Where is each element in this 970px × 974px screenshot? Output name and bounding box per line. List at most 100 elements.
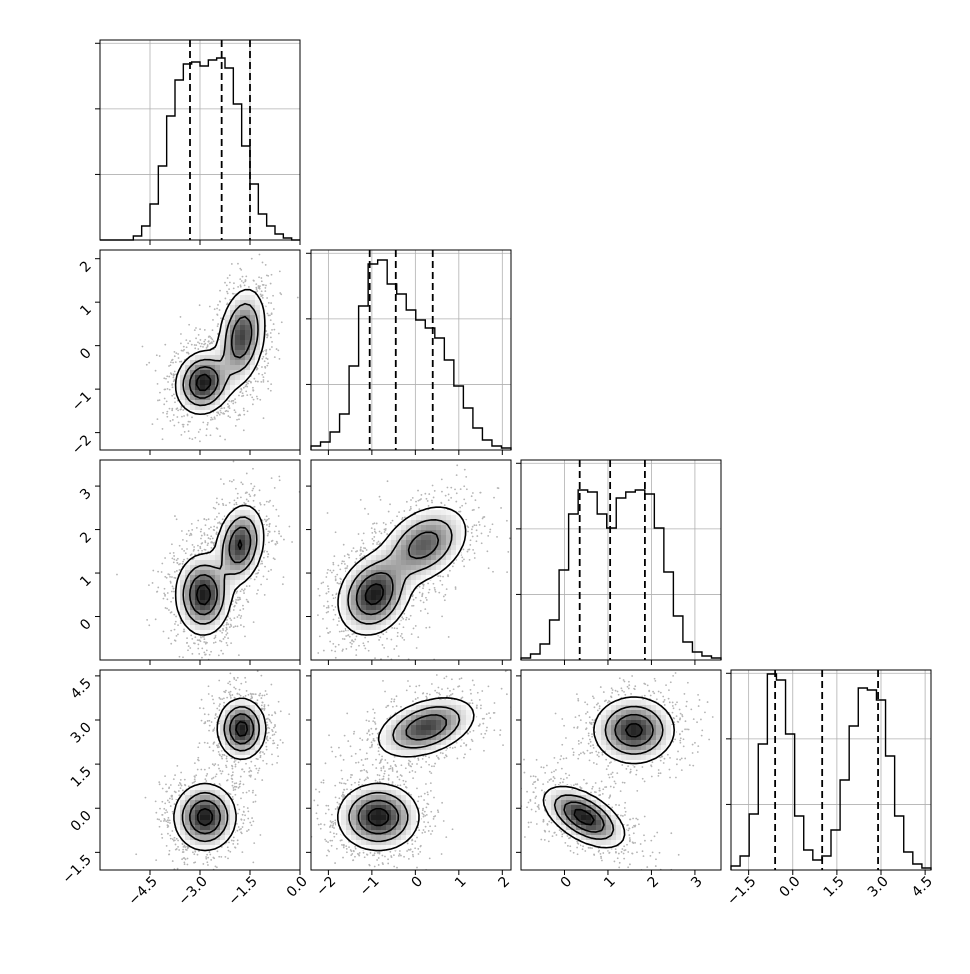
scatter-point <box>203 636 205 638</box>
scatter-point <box>253 842 255 844</box>
scatter-point <box>264 367 266 369</box>
scatter-point <box>175 361 177 363</box>
scatter-point <box>207 422 209 424</box>
scatter-point <box>169 822 171 824</box>
scatter-point <box>168 376 170 378</box>
density-cell <box>245 330 250 335</box>
scatter-point <box>240 497 242 499</box>
scatter-point <box>201 550 203 552</box>
scatter-point <box>194 851 196 853</box>
scatter-point <box>269 500 271 502</box>
scatter-point <box>209 306 211 308</box>
density-cell <box>195 605 200 610</box>
scatter-point <box>228 288 230 290</box>
scatter-point <box>242 822 244 824</box>
scatter-point <box>260 277 262 279</box>
density-cell <box>205 605 210 610</box>
scatter-point <box>278 333 280 335</box>
scatter-point <box>271 540 273 542</box>
scatter-point <box>204 540 206 542</box>
scatter-point <box>257 398 259 400</box>
scatter-point <box>173 591 175 593</box>
scatter-point <box>212 538 214 540</box>
scatter-point <box>170 643 172 645</box>
scatter-point <box>233 499 235 501</box>
scatter-point <box>183 415 185 417</box>
scatter-point <box>183 550 185 552</box>
density-cell <box>235 365 240 370</box>
scatter-point <box>197 854 199 856</box>
scatter-point <box>174 571 176 573</box>
scatter-point <box>166 375 168 377</box>
scatter-point <box>213 777 215 779</box>
scatter-point <box>212 329 214 331</box>
scatter-point <box>270 283 272 285</box>
scatter-point <box>229 681 231 683</box>
scatter-point <box>175 640 177 642</box>
scatter-point <box>212 418 214 420</box>
scatter-point <box>213 529 215 531</box>
scatter-point <box>278 533 280 535</box>
scatter-point <box>245 385 247 387</box>
scatter-point <box>239 278 241 280</box>
scatter-point <box>259 834 261 836</box>
scatter-point <box>227 637 229 639</box>
scatter-point <box>173 414 175 416</box>
scatter-point <box>162 412 164 414</box>
scatter-point <box>260 584 262 586</box>
scatter-point <box>243 282 245 284</box>
density-cell <box>240 520 245 525</box>
scatter-point <box>194 778 196 780</box>
scatter-point <box>219 783 221 785</box>
scatter-point <box>167 573 169 575</box>
scatter-point <box>223 407 225 409</box>
scatter-point <box>237 804 239 806</box>
scatter-point <box>116 574 118 576</box>
x-tick-label: 4.5 <box>909 874 936 901</box>
scatter-point <box>263 576 265 578</box>
scatter-point <box>174 351 176 353</box>
scatter-point <box>167 381 169 383</box>
scatter-point <box>278 515 280 517</box>
scatter-point <box>175 621 177 623</box>
scatter-point <box>188 430 190 432</box>
scatter-point <box>190 533 192 535</box>
density-cell <box>235 330 240 335</box>
scatter-point <box>203 341 205 343</box>
scatter-point <box>192 544 194 546</box>
scatter-point <box>219 290 221 292</box>
scatter-point <box>261 290 263 292</box>
scatter-point <box>186 548 188 550</box>
scatter-point <box>163 403 165 405</box>
density-cell <box>240 530 245 535</box>
scatter-point <box>259 399 261 401</box>
scatter-point <box>239 268 241 270</box>
scatter-point <box>229 480 231 482</box>
scatter-point <box>265 285 267 287</box>
scatter-point <box>205 780 207 782</box>
scatter-point <box>186 352 188 354</box>
scatter-point <box>248 286 250 288</box>
scatter-point <box>148 362 150 364</box>
scatter-point <box>227 846 229 848</box>
scatter-point <box>195 344 197 346</box>
scatter-point <box>235 679 237 681</box>
scatter-point <box>201 647 203 649</box>
scatter-point <box>259 502 261 504</box>
density-cell <box>230 575 235 580</box>
scatter-point <box>166 413 168 415</box>
scatter-point <box>171 408 173 410</box>
scatter-point <box>202 863 204 865</box>
scatter-point <box>182 563 184 565</box>
scatter-point <box>152 582 154 584</box>
scatter-point <box>268 302 270 304</box>
scatter-point <box>146 619 148 621</box>
scatter-point <box>172 597 174 599</box>
scatter-point <box>210 535 212 537</box>
scatter-point <box>234 846 236 848</box>
scatter-point <box>222 629 224 631</box>
scatter-point <box>272 505 274 507</box>
scatter-point <box>239 597 241 599</box>
scatter-point <box>201 543 203 545</box>
density-panel-0-3 <box>100 657 310 886</box>
